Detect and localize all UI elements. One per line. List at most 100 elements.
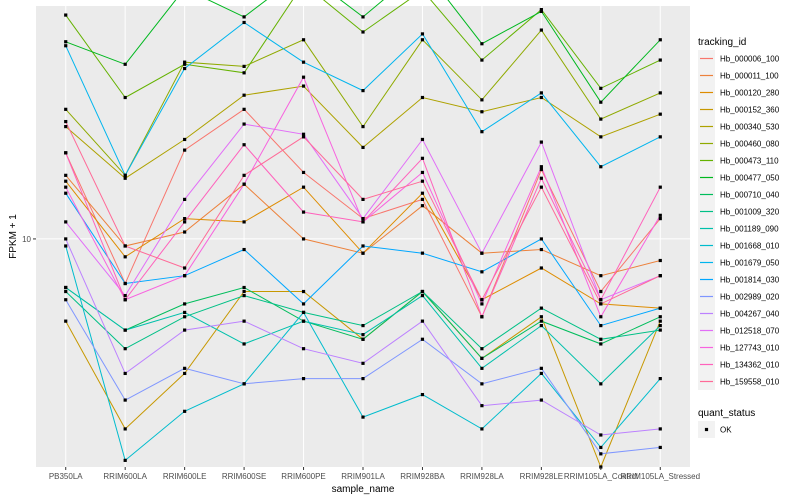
data-point xyxy=(539,398,543,402)
data-point xyxy=(658,38,662,42)
data-point xyxy=(361,30,365,34)
data-point xyxy=(539,91,543,95)
data-point xyxy=(64,124,68,129)
shape-legend-marker xyxy=(704,427,709,432)
data-point xyxy=(183,366,187,370)
data-point xyxy=(539,366,543,370)
data-point xyxy=(599,135,603,139)
data-point xyxy=(599,302,603,306)
data-point xyxy=(242,247,246,252)
x-tick-label: RRIM928BA xyxy=(400,472,445,481)
data-point xyxy=(480,347,484,351)
data-point xyxy=(420,38,425,42)
data-point xyxy=(242,143,246,147)
x-tick-label: RRIM600PE xyxy=(281,472,325,481)
data-point xyxy=(420,204,425,208)
data-point xyxy=(658,112,662,116)
data-point xyxy=(539,9,543,14)
data-point xyxy=(242,285,246,290)
data-point xyxy=(539,315,543,319)
data-point xyxy=(123,458,127,462)
data-point xyxy=(361,323,365,328)
data-point xyxy=(420,156,425,160)
data-point xyxy=(420,137,425,142)
data-point xyxy=(539,167,543,172)
legend-label: Hb_001679_050 xyxy=(720,259,780,268)
data-point xyxy=(658,377,662,381)
data-point xyxy=(183,197,187,201)
data-point xyxy=(480,270,484,274)
data-point xyxy=(599,315,603,319)
grid-lines xyxy=(36,6,690,467)
data-point xyxy=(361,244,365,248)
data-point xyxy=(480,427,484,431)
legend-title: tracking_id xyxy=(698,37,746,48)
legend-label: Hb_000006_100 xyxy=(720,55,780,64)
data-point xyxy=(539,185,543,189)
data-point xyxy=(64,40,68,44)
data-point xyxy=(599,452,603,456)
data-point xyxy=(64,191,68,195)
data-point xyxy=(658,427,662,431)
data-point xyxy=(420,179,425,183)
data-point xyxy=(183,409,187,413)
x-tick-label: RRIM105LA_Stressed xyxy=(620,472,700,481)
data-point xyxy=(123,427,127,431)
data-point xyxy=(301,185,306,189)
data-point xyxy=(183,66,187,71)
data-point xyxy=(123,176,127,180)
data-point xyxy=(658,213,662,217)
data-point xyxy=(183,266,187,270)
data-point xyxy=(301,170,306,175)
data-point xyxy=(420,289,425,294)
data-point xyxy=(301,302,306,306)
data-point xyxy=(123,173,127,177)
data-point xyxy=(539,319,543,323)
data-point xyxy=(599,298,603,302)
data-point xyxy=(420,191,425,195)
legend-label: Hb_001189_090 xyxy=(720,225,779,234)
data-point xyxy=(242,173,246,177)
data-point xyxy=(183,148,187,152)
data-point xyxy=(539,7,543,12)
data-point xyxy=(361,220,365,224)
data-point xyxy=(301,377,306,381)
data-point xyxy=(599,445,603,450)
legend-label: Hb_001009_320 xyxy=(720,208,780,217)
data-point xyxy=(361,377,365,381)
data-point xyxy=(480,110,484,114)
data-point xyxy=(64,244,68,248)
data-point xyxy=(658,217,662,221)
data-point xyxy=(242,220,246,224)
data-point xyxy=(242,71,246,75)
data-point xyxy=(361,415,365,419)
legend-label: Hb_002989_020 xyxy=(720,293,780,302)
data-point xyxy=(420,170,425,175)
data-point xyxy=(123,244,127,248)
data-point xyxy=(539,306,543,310)
data-point xyxy=(480,130,484,134)
data-point xyxy=(64,185,68,189)
data-point xyxy=(420,251,425,255)
data-point xyxy=(123,62,127,66)
data-point xyxy=(420,32,425,36)
data-point xyxy=(301,84,306,88)
data-point xyxy=(301,347,306,351)
legend-label: Hb_001668_010 xyxy=(720,242,780,251)
data-point xyxy=(64,298,68,302)
data-point xyxy=(301,319,306,323)
data-point xyxy=(658,274,662,278)
data-point xyxy=(599,117,603,121)
data-point xyxy=(301,289,306,294)
data-point xyxy=(658,315,662,319)
legend-label: Hb_004267_040 xyxy=(720,310,780,319)
x-tick-label: RRIM105LA_Control xyxy=(564,472,638,481)
data-point xyxy=(480,42,484,46)
data-point xyxy=(183,274,187,278)
data-point xyxy=(123,371,127,376)
data-point xyxy=(301,310,306,315)
data-point xyxy=(242,382,246,386)
data-point xyxy=(420,197,425,201)
data-point xyxy=(480,404,484,408)
